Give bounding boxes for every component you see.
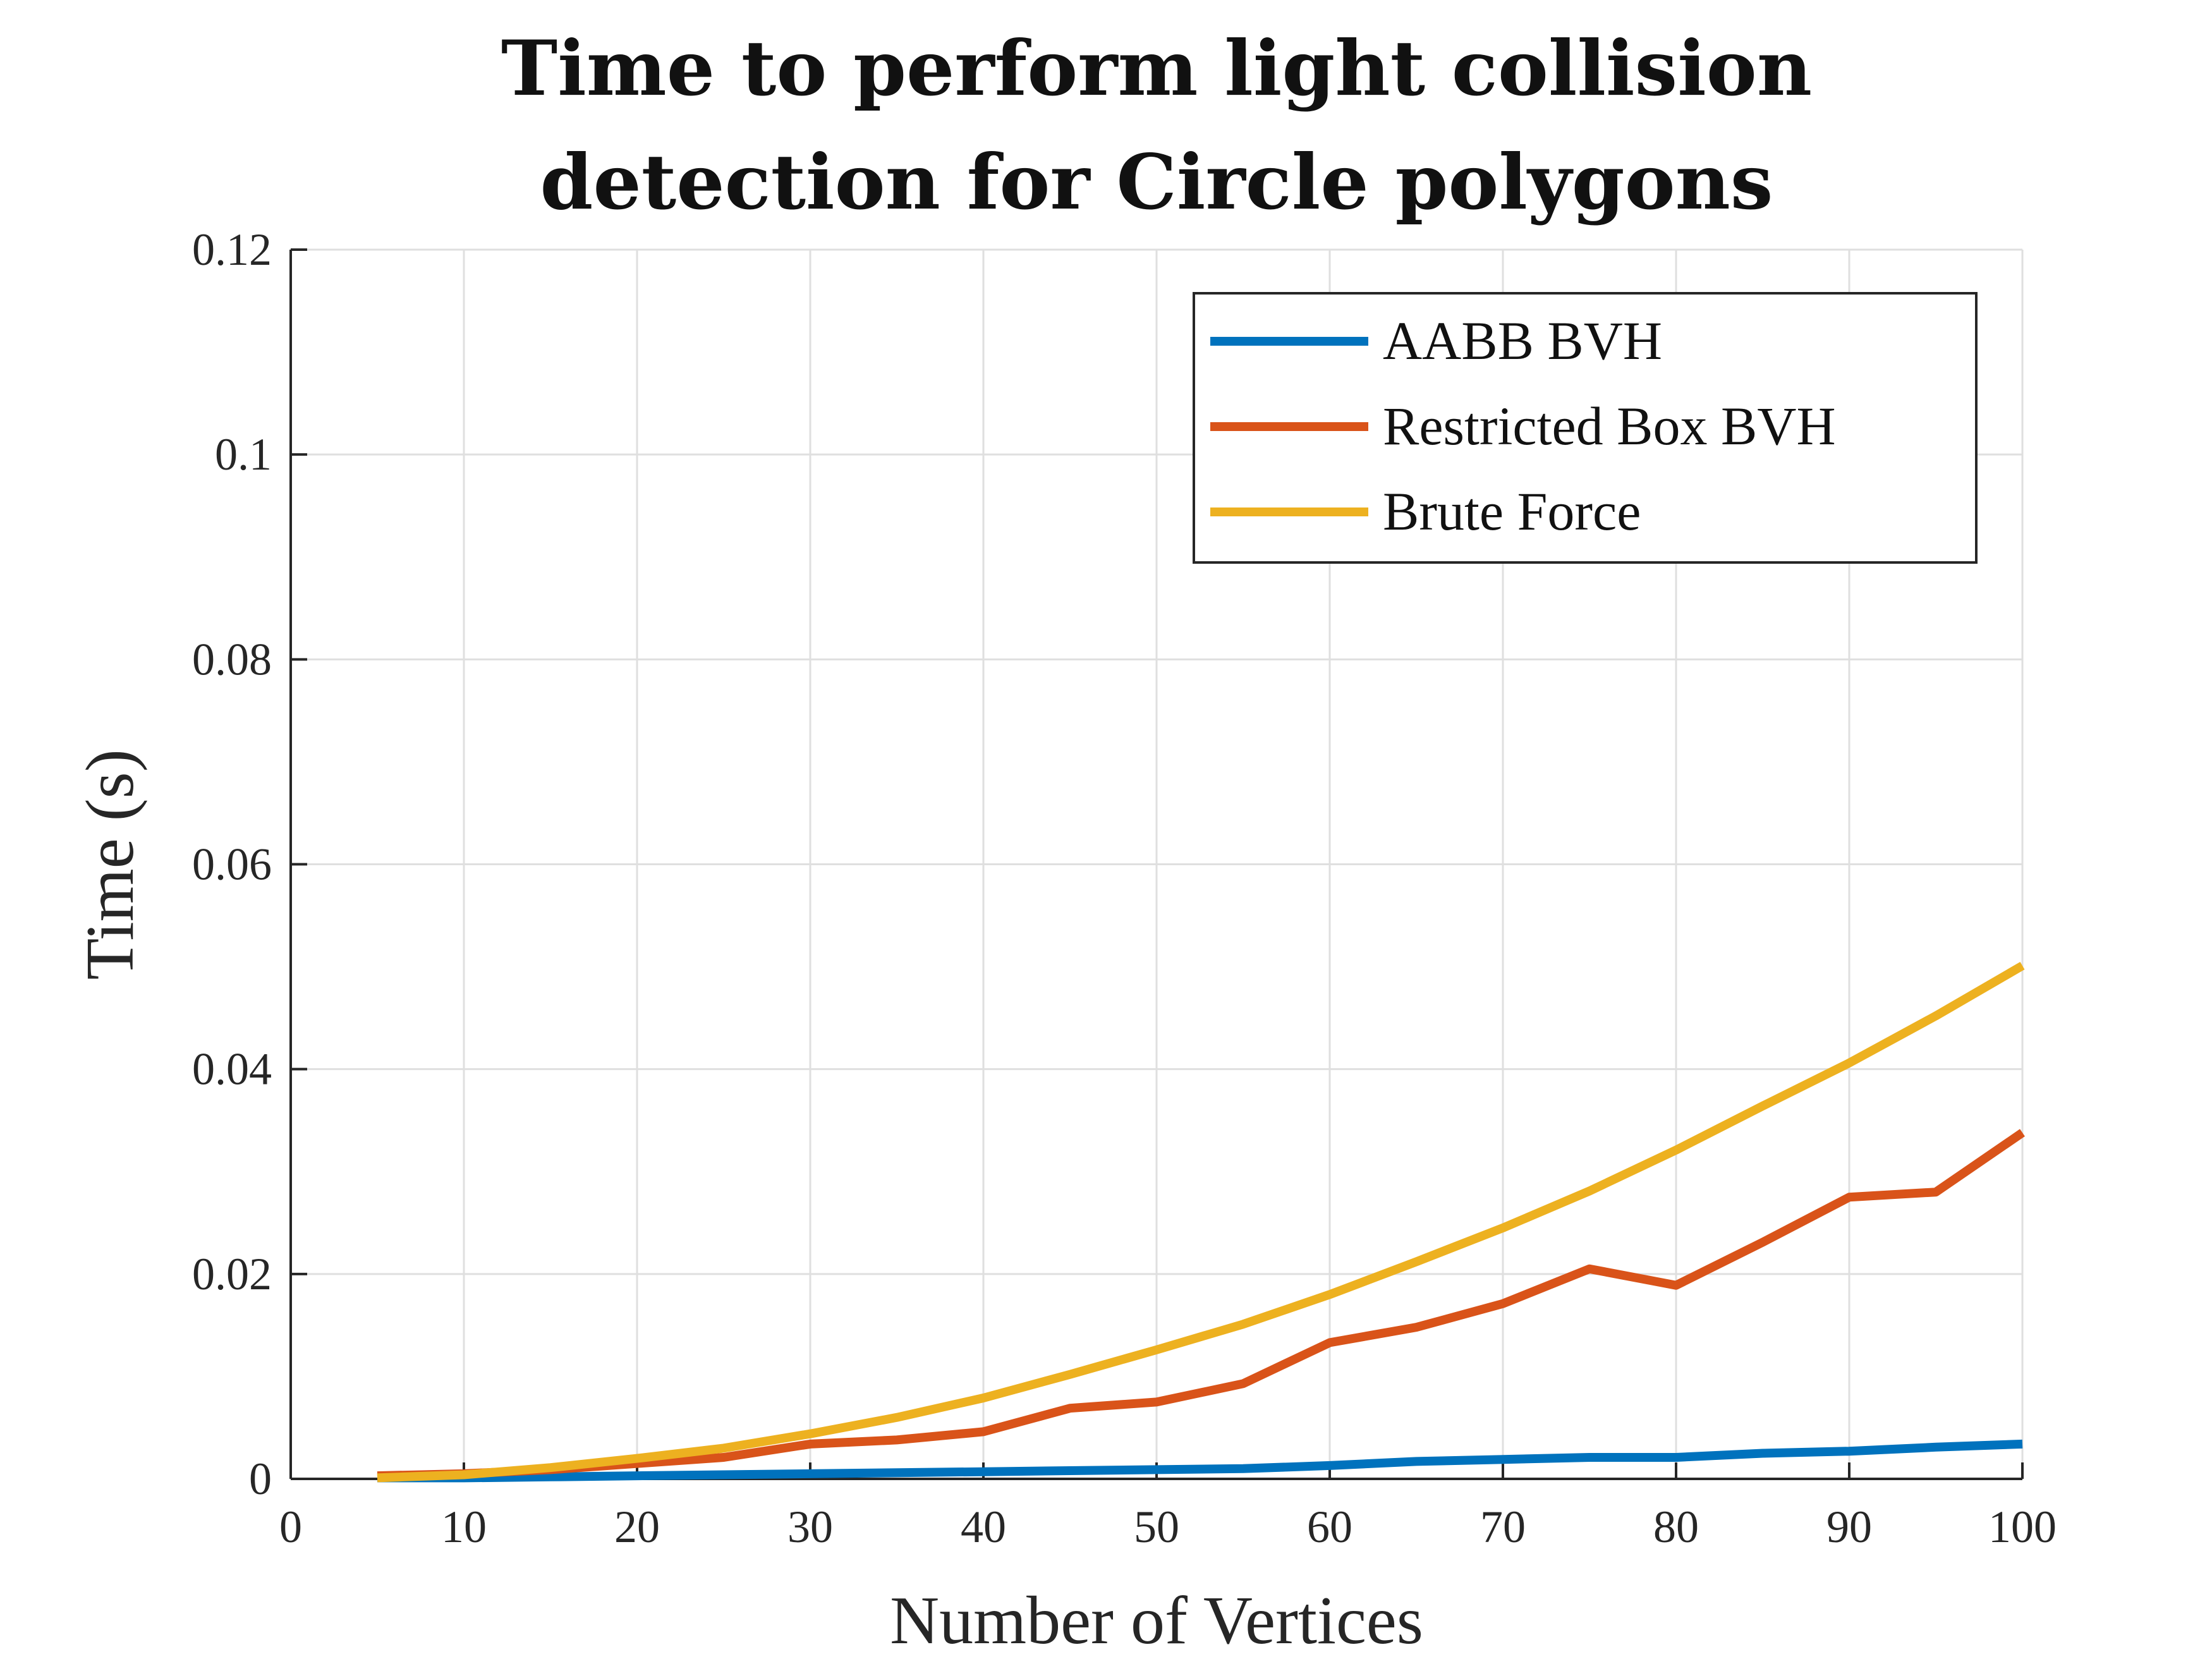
y-tick-label: 0.1 bbox=[215, 429, 272, 480]
legend: AABB BVH Restricted Box BVH Brute Force bbox=[1193, 292, 1978, 564]
x-tick-label: 0 bbox=[279, 1502, 302, 1552]
legend-label-aabb-bvh: AABB BVH bbox=[1383, 310, 1662, 371]
x-tick-label: 20 bbox=[614, 1502, 660, 1552]
x-tick-label: 100 bbox=[1988, 1502, 2057, 1552]
y-axis-label: Time (s) bbox=[73, 749, 148, 980]
series-line-brute-force bbox=[377, 961, 2025, 1483]
y-tick-label: 0.02 bbox=[192, 1249, 272, 1299]
series-lines bbox=[377, 961, 2025, 1483]
x-tick-label: 70 bbox=[1480, 1502, 1526, 1552]
chart-title-line-1: Time to perform light collision bbox=[501, 24, 1812, 113]
y-tick-label: 0.08 bbox=[192, 634, 272, 684]
x-tick-label: 10 bbox=[441, 1502, 487, 1552]
legend-entry-brute-force: Brute Force bbox=[1210, 481, 1641, 542]
legend-label-restricted-box-bvh: Restricted Box BVH bbox=[1383, 396, 1836, 456]
y-tick-labels: 0 0.02 0.04 0.06 0.08 0.1 0.12 bbox=[192, 224, 272, 1504]
x-axis-label: Number of Vertices bbox=[890, 1583, 1423, 1658]
series-line-restricted-box-bvh bbox=[377, 1129, 2025, 1481]
y-tick-label: 0 bbox=[249, 1454, 272, 1504]
chart-title-line-2: detection for Circle polygons bbox=[540, 138, 1773, 227]
x-tick-label: 90 bbox=[1826, 1502, 1872, 1552]
y-tick-label: 0.12 bbox=[192, 224, 272, 275]
x-tick-label: 30 bbox=[787, 1502, 833, 1552]
legend-entry-aabb-bvh: AABB BVH bbox=[1210, 310, 1662, 371]
y-tick-label: 0.04 bbox=[192, 1044, 272, 1095]
y-tick-label: 0.06 bbox=[192, 839, 272, 890]
x-tick-label: 80 bbox=[1653, 1502, 1699, 1552]
x-tick-labels: 0 10 20 30 40 50 60 70 80 90 100 bbox=[279, 1502, 2057, 1552]
x-tick-label: 60 bbox=[1307, 1502, 1352, 1552]
legend-entry-restricted-box-bvh: Restricted Box BVH bbox=[1210, 396, 1836, 456]
x-tick-label: 40 bbox=[961, 1502, 1006, 1552]
legend-label-brute-force: Brute Force bbox=[1383, 481, 1641, 542]
x-tick-label: 50 bbox=[1134, 1502, 1179, 1552]
series-line-aabb-bvh bbox=[377, 1439, 2023, 1483]
